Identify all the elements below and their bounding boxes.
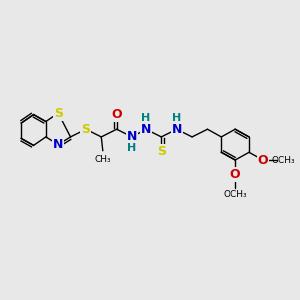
Text: O: O xyxy=(230,168,241,181)
Text: CH₃: CH₃ xyxy=(94,155,111,164)
Text: H: H xyxy=(172,113,181,123)
Text: N: N xyxy=(141,123,151,136)
Text: S: S xyxy=(81,123,90,136)
Text: S: S xyxy=(157,145,166,158)
Text: OCH₃: OCH₃ xyxy=(224,190,247,199)
Text: N: N xyxy=(127,130,137,143)
Text: S: S xyxy=(54,106,63,120)
Text: N: N xyxy=(172,123,182,136)
Text: N: N xyxy=(53,138,63,151)
Text: H: H xyxy=(141,113,151,123)
Text: O: O xyxy=(258,154,268,166)
Text: O: O xyxy=(111,108,122,121)
Text: OCH₃: OCH₃ xyxy=(271,155,295,164)
Text: H: H xyxy=(128,143,137,153)
